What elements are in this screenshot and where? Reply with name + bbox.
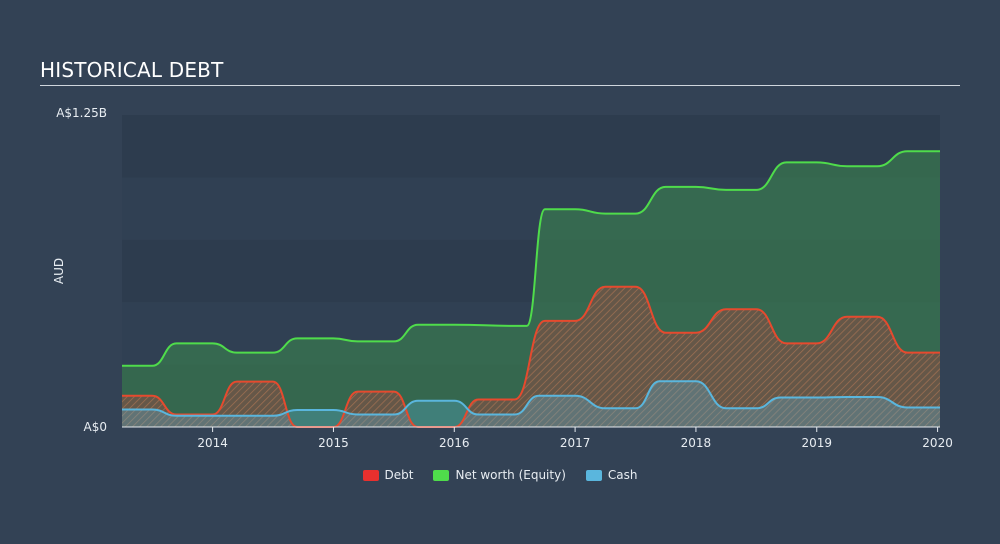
legend-item-debt[interactable]: Debt [362,468,414,482]
y-tick-label-min: A$0 [84,420,107,434]
legend-label-equity: Net worth (Equity) [455,468,566,482]
title-divider [40,85,960,86]
legend-swatch-cash [585,469,602,481]
page-title: HISTORICAL DEBT [40,58,224,82]
x-tick-label: 2020 [922,436,953,450]
cash-line [122,380,940,417]
x-tick-label: 2018 [681,436,712,450]
debt-line [122,285,940,428]
legend-swatch-equity [433,469,450,481]
x-tick-label: 2016 [439,436,470,450]
x-tick-label: 2017 [560,436,591,450]
legend-swatch-debt [362,469,379,481]
equity-line [122,150,940,367]
chart-legend: Debt Net worth (Equity) Cash [0,468,1000,482]
x-tick-label: 2019 [801,436,832,450]
legend-label-debt: Debt [384,468,414,482]
legend-item-equity[interactable]: Net worth (Equity) [433,468,566,482]
y-tick-label-max: A$1.25B [56,106,107,120]
y-axis-label: AUD [52,258,66,284]
legend-item-cash[interactable]: Cash [585,468,638,482]
x-tick-label: 2014 [197,436,228,450]
cash-area [122,381,940,427]
x-tick-label: 2015 [318,436,349,450]
legend-label-cash: Cash [607,468,638,482]
